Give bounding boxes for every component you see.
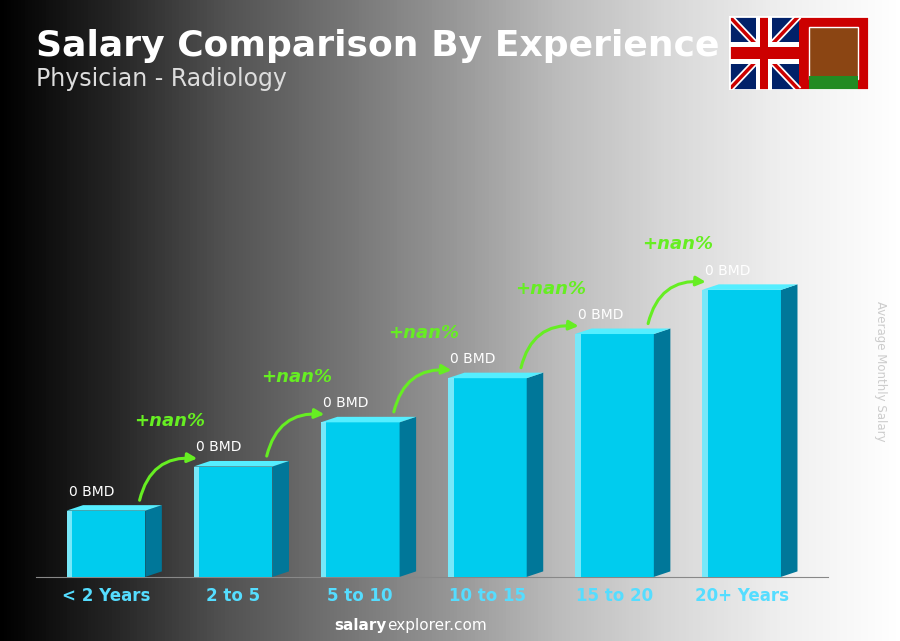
Polygon shape [145,505,162,577]
Polygon shape [400,417,416,577]
Polygon shape [67,511,72,577]
Bar [809,27,858,79]
Polygon shape [67,505,162,511]
Polygon shape [702,290,708,577]
Polygon shape [194,461,289,467]
Text: 0 BMD: 0 BMD [450,352,496,366]
Polygon shape [702,290,781,577]
Text: 0 BMD: 0 BMD [69,485,114,499]
Text: +nan%: +nan% [261,368,332,386]
Bar [809,76,858,90]
Text: explorer.com: explorer.com [387,619,487,633]
Polygon shape [320,417,416,422]
Polygon shape [194,467,200,577]
Text: salary: salary [335,619,387,633]
Bar [729,16,799,90]
Text: +nan%: +nan% [643,235,714,253]
Polygon shape [653,328,670,577]
Text: 0 BMD: 0 BMD [196,440,242,454]
Polygon shape [526,372,544,577]
Polygon shape [67,511,145,577]
Text: Salary Comparison By Experience: Salary Comparison By Experience [36,29,719,63]
Text: 0 BMD: 0 BMD [323,396,369,410]
Polygon shape [194,467,273,577]
Bar [760,16,768,90]
Text: Physician - Radiology: Physician - Radiology [36,67,287,91]
Polygon shape [575,334,580,577]
Text: +nan%: +nan% [134,412,205,430]
Polygon shape [448,378,526,577]
Bar [755,16,772,90]
Polygon shape [702,285,797,290]
Polygon shape [448,372,544,378]
Polygon shape [781,285,797,577]
Polygon shape [273,461,289,577]
Bar [729,47,799,59]
Polygon shape [448,378,454,577]
Bar [729,42,799,64]
Text: 0 BMD: 0 BMD [705,263,751,278]
Polygon shape [320,422,400,577]
Polygon shape [320,422,327,577]
Polygon shape [575,328,670,334]
Text: 0 BMD: 0 BMD [578,308,623,322]
Polygon shape [575,334,653,577]
Text: +nan%: +nan% [388,324,459,342]
Text: +nan%: +nan% [516,279,587,297]
Text: Average Monthly Salary: Average Monthly Salary [874,301,886,442]
